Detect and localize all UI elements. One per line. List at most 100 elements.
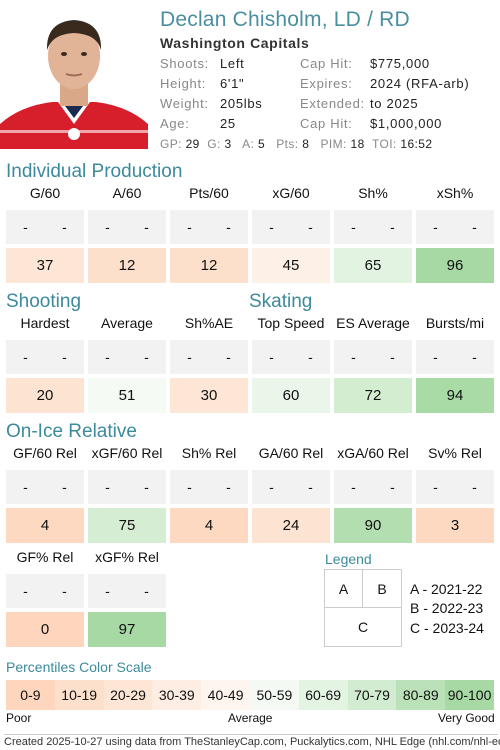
scale-bin: 40-49 (201, 680, 250, 710)
season-b-value: - (472, 479, 477, 495)
stat-value: 8 (302, 137, 310, 151)
season-a-value: - (433, 349, 438, 365)
season-b-value: - (390, 219, 395, 235)
season-a-value: - (187, 349, 192, 365)
metric-prior-seasons: -- (416, 210, 494, 244)
legend-title: Legend (325, 551, 372, 567)
metric-prior-seasons: -- (416, 340, 494, 374)
metric-g60: G/60 -- 37 (6, 182, 84, 283)
metric-prior-seasons: -- (334, 470, 412, 504)
season-a-value: - (351, 219, 356, 235)
info-value: $775,000 (370, 56, 430, 71)
season-a-value: - (351, 479, 356, 495)
season-b-value: - (62, 349, 67, 365)
metric-xsh-pct: xSh% -- 96 (416, 182, 494, 283)
season-a-value: - (351, 349, 356, 365)
season-b-value: - (390, 349, 395, 365)
metric-label: Top Speed (257, 315, 325, 331)
season-b-value: - (144, 349, 149, 365)
player-header: Declan Chisholm, LD / RD Washington Capi… (0, 0, 500, 160)
metric-prior-seasons: -- (6, 210, 84, 244)
metric-current-value: 4 (170, 508, 248, 543)
legend-cell-b: B (362, 569, 402, 608)
metric-hardest: Hardest -- 20 (6, 312, 84, 413)
stat-label: Pts: (276, 137, 299, 151)
info-label: Expires: (300, 76, 353, 91)
metric-label: Hardest (20, 315, 70, 331)
legend-grid: A B C (324, 569, 402, 647)
metric-sv-pct-rel: Sv% Rel -- 3 (416, 442, 494, 543)
info-label: Age: (160, 116, 190, 131)
metric-gf60-rel: GF/60 Rel -- 4 (6, 442, 84, 543)
metric-xga60-rel: xGA/60 Rel -- 90 (334, 442, 412, 543)
metric-es-average: ES Average -- 72 (334, 312, 412, 413)
metric-current-value: 94 (416, 378, 494, 413)
info-value: Left (220, 56, 245, 71)
season-b-value: - (62, 583, 67, 599)
season-a-value: - (23, 479, 28, 495)
season-b-value: - (62, 479, 67, 495)
color-scale: 0-9 10-19 20-29 30-39 40-49 50-59 60-69 … (6, 680, 494, 710)
metric-label: xG/60 (272, 185, 310, 201)
season-a-value: - (23, 583, 28, 599)
player-team: Washington Capitals (160, 35, 310, 51)
metric-current-value: 97 (88, 612, 166, 647)
info-label: Cap Hit: (300, 56, 353, 71)
metric-current-value: 3 (416, 508, 494, 543)
season-a-value: - (105, 219, 110, 235)
metric-prior-seasons: -- (252, 470, 330, 504)
metric-label: A/60 (112, 185, 142, 201)
section-title-shooting: Shooting (6, 291, 82, 312)
metric-label: GF% Rel (16, 549, 74, 565)
stat-label: GP: (160, 137, 182, 151)
metric-label: Average (101, 315, 153, 331)
info-value: 25 (220, 116, 236, 131)
info-extended: Extended: to 2025 (300, 96, 418, 111)
stat-value: 16:52 (400, 137, 433, 151)
season-b-value: - (226, 349, 231, 365)
section-title-onice: On-Ice Relative (6, 421, 137, 442)
season-a-value: - (269, 219, 274, 235)
season-b-value: - (308, 349, 313, 365)
stat-label: G: (207, 137, 221, 151)
info-cap-hit: Cap Hit: $775,000 (300, 56, 429, 71)
metric-top-speed: Top Speed -- 60 (252, 312, 330, 413)
metric-prior-seasons: -- (170, 340, 248, 374)
scale-label-average: Average (228, 711, 273, 725)
stat-value: 29 (185, 137, 200, 151)
legend-cell-c: C (324, 607, 402, 647)
season-a-value: - (105, 349, 110, 365)
season-b-value: - (144, 219, 149, 235)
metric-average-shot: Average -- 51 (88, 312, 166, 413)
info-label: Shoots: (160, 56, 209, 71)
metric-xg60: xG/60 -- 45 (252, 182, 330, 283)
metric-a60: A/60 -- 12 (88, 182, 166, 283)
metric-current-value: 45 (252, 248, 330, 283)
metric-prior-seasons: -- (416, 470, 494, 504)
season-b-value: - (62, 219, 67, 235)
scale-label-poor: Poor (6, 711, 32, 725)
season-b-value: - (144, 583, 149, 599)
metric-current-value: 20 (6, 378, 84, 413)
season-stats-line: GP: 29 G: 3 A: 5 Pts: 8 PIM: 18 TOI: 16:… (160, 137, 432, 151)
metric-prior-seasons: -- (252, 210, 330, 244)
player-name: Declan Chisholm, LD / RD (160, 8, 410, 31)
metric-sh-pct: Sh% -- 65 (334, 182, 412, 283)
metric-prior-seasons: -- (170, 210, 248, 244)
scale-bin: 0-9 (6, 680, 55, 710)
metric-ga60-rel: GA/60 Rel -- 24 (252, 442, 330, 543)
stat-label: PIM: (320, 137, 347, 151)
season-b-value: - (144, 479, 149, 495)
scale-bin: 70-79 (347, 680, 397, 710)
metric-bursts-mi: Bursts/mi -- 94 (416, 312, 494, 413)
info-expires: Expires: 2024 (RFA-arb) (300, 76, 469, 91)
metric-current-value: 37 (6, 248, 84, 283)
metric-prior-seasons: -- (88, 574, 166, 608)
metric-current-value: 72 (334, 378, 412, 413)
season-b-value: - (308, 219, 313, 235)
season-a-value: - (269, 479, 274, 495)
metric-current-value: 65 (334, 248, 412, 283)
metric-prior-seasons: -- (88, 210, 166, 244)
info-value: $1,000,000 (370, 116, 443, 131)
scale-label-very-good: Very Good (438, 711, 495, 725)
